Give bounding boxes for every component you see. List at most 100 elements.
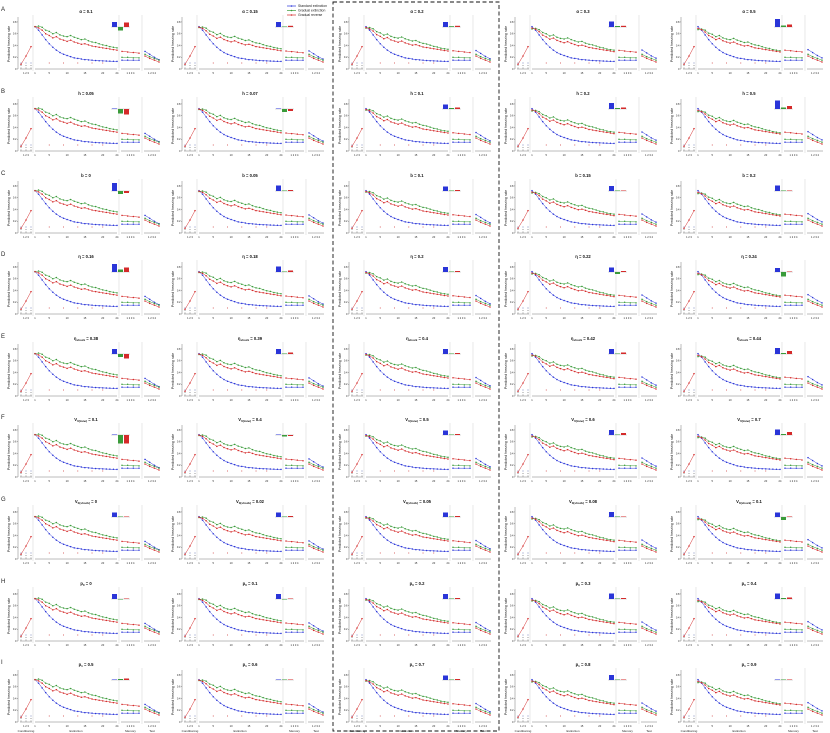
test-reverse-point bbox=[641, 300, 643, 302]
gradual-reverse-point bbox=[265, 537, 268, 540]
test-gradual-point bbox=[158, 304, 160, 306]
significance-marker bbox=[588, 389, 590, 391]
test-gradual-line bbox=[475, 462, 491, 469]
gradual-extinction-point bbox=[386, 360, 389, 362]
gradual-extinction-point bbox=[273, 536, 275, 539]
gradual-extinction-point bbox=[59, 279, 61, 281]
standard-extinction-point bbox=[447, 387, 449, 390]
gradual-reverse-point bbox=[606, 376, 608, 379]
gradual-extinction-point bbox=[429, 208, 431, 210]
test-reverse-point bbox=[322, 551, 324, 553]
test-reverse-point bbox=[650, 386, 653, 388]
gradual-reverse-point bbox=[534, 436, 537, 438]
standard-extinction-point bbox=[598, 224, 601, 226]
standard-extinction-point bbox=[216, 536, 218, 538]
standard-extinction-point bbox=[269, 468, 272, 470]
x-tick-label: 20 bbox=[764, 316, 767, 320]
standard-extinction-point bbox=[273, 387, 275, 389]
gradual-reverse-point bbox=[711, 281, 714, 283]
gradual-reverse-point bbox=[574, 451, 576, 454]
y-tick-label: 0.2 bbox=[676, 463, 680, 467]
x-tick-label: 24 bbox=[613, 71, 616, 75]
standard-extinction-point bbox=[775, 305, 778, 308]
gradual-reverse-point bbox=[262, 455, 264, 457]
significance-marker bbox=[422, 226, 424, 228]
gradual-extinction-point bbox=[754, 208, 756, 210]
significance-marker bbox=[356, 149, 358, 151]
inset-bar bbox=[276, 22, 281, 27]
gradual-reverse-point bbox=[379, 362, 382, 365]
gradual-extinction-point bbox=[230, 444, 232, 447]
standard-extinction-point bbox=[80, 303, 83, 305]
x-tick-label: 24 bbox=[280, 153, 283, 157]
memory-standard-point bbox=[457, 304, 460, 306]
significance-marker bbox=[517, 389, 519, 391]
memory-standard-point bbox=[795, 59, 798, 61]
gradual-reverse-point bbox=[248, 125, 250, 127]
gradual-reverse-point bbox=[541, 361, 544, 363]
gradual-extinction-point bbox=[404, 527, 406, 530]
gradual-reverse-point bbox=[84, 450, 86, 453]
x-tick-label: 5 bbox=[546, 235, 548, 239]
gradual-extinction-point bbox=[44, 111, 47, 113]
memory-gradual-point bbox=[452, 546, 454, 548]
memory-gradual-line bbox=[619, 464, 636, 467]
y-tick-label: 0.4 bbox=[13, 533, 17, 537]
inset-bar bbox=[443, 186, 448, 191]
gradual-extinction-point bbox=[447, 130, 449, 133]
memory-standard-point bbox=[452, 304, 454, 306]
x-tick-label: 20 bbox=[598, 235, 601, 239]
gradual-reverse-point bbox=[66, 448, 68, 451]
gradual-extinction-point bbox=[400, 526, 403, 528]
x-tick-label: 1 2 3 bbox=[187, 153, 193, 157]
gradual-extinction-point bbox=[591, 452, 594, 454]
significance-marker bbox=[48, 307, 50, 309]
standard-extinction-point bbox=[440, 142, 442, 144]
standard-extinction-point bbox=[588, 223, 590, 225]
gradual-reverse-point bbox=[541, 34, 544, 36]
significance-marker bbox=[184, 65, 186, 66]
significance-marker bbox=[356, 307, 358, 309]
significance-marker bbox=[48, 470, 50, 472]
standard-extinction-point bbox=[736, 221, 738, 223]
memory-gradual-point bbox=[126, 138, 129, 140]
standard-extinction-point bbox=[269, 224, 272, 226]
test-reverse-point bbox=[475, 382, 477, 384]
standard-extinction-point bbox=[390, 51, 392, 54]
gradual-extinction-point bbox=[440, 211, 442, 213]
test-reverse-point bbox=[821, 469, 823, 471]
gradual-reverse-point bbox=[418, 290, 421, 292]
gradual-extinction-point bbox=[429, 452, 431, 454]
gradual-reverse-point bbox=[37, 27, 40, 29]
test-gradual-point bbox=[317, 139, 320, 142]
significance-marker bbox=[241, 144, 243, 146]
test-gradual-point bbox=[645, 300, 648, 303]
gradual-reverse-point bbox=[559, 122, 562, 125]
conditioning-point bbox=[693, 127, 695, 130]
gradual-extinction-point bbox=[429, 534, 431, 536]
panel-title: α = 0.15 bbox=[242, 9, 258, 14]
significance-marker bbox=[574, 144, 576, 146]
gradual-extinction-line bbox=[198, 353, 282, 376]
significance-marker bbox=[25, 62, 27, 64]
significance-marker bbox=[433, 552, 435, 554]
gradual-reverse-point bbox=[609, 458, 612, 460]
gradual-reverse-point bbox=[368, 27, 371, 30]
gradual-reverse-point bbox=[595, 211, 597, 214]
gradual-reverse-point bbox=[62, 366, 65, 368]
gradual-extinction-point bbox=[375, 357, 378, 360]
gradual-reverse-line bbox=[697, 192, 781, 217]
significance-marker bbox=[184, 229, 186, 230]
gradual-reverse-point bbox=[219, 36, 222, 38]
gradual-reverse-point bbox=[48, 34, 51, 37]
y-tick-label: 0 bbox=[15, 231, 17, 235]
standard-extinction-point bbox=[570, 221, 572, 223]
standard-extinction-point bbox=[265, 60, 268, 62]
gradual-extinction-point bbox=[368, 516, 371, 519]
gradual-extinction-point bbox=[48, 520, 51, 523]
memory-gradual-point bbox=[618, 138, 620, 140]
gradual-reverse-point bbox=[84, 206, 86, 209]
standard-extinction-point bbox=[219, 131, 222, 133]
